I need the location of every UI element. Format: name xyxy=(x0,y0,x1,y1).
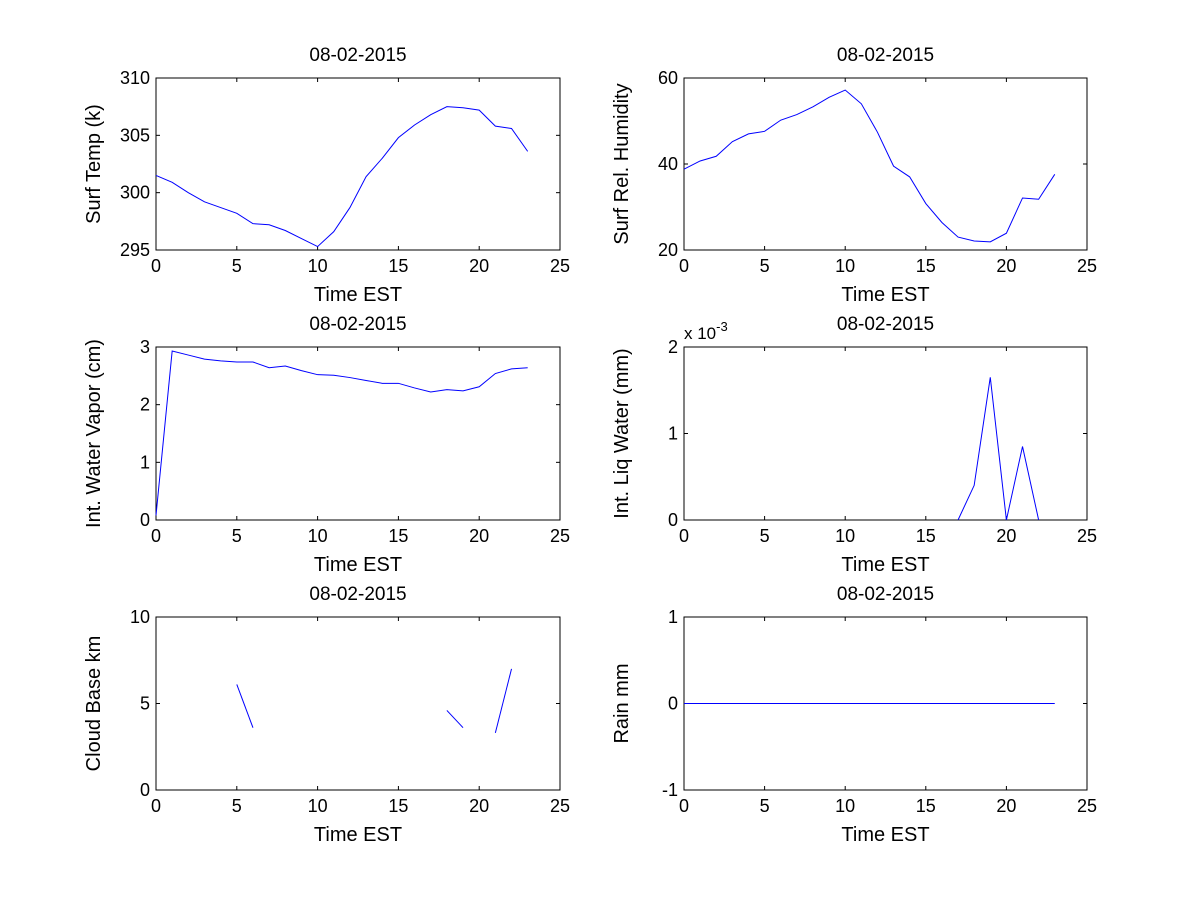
x-tick-label: 25 xyxy=(550,256,570,276)
plot-title: 08-02-2015 xyxy=(837,314,934,335)
y-tick-label: 305 xyxy=(120,125,150,145)
axes-frame xyxy=(683,346,1088,521)
y-axis-label: Surf Temp (k) xyxy=(83,104,105,224)
plot-title: 08-02-2015 xyxy=(309,584,406,605)
x-tick-label: 0 xyxy=(679,526,689,546)
subplot-3: 0 5 10 15 20 25 0 1 2 3 08-02-2015 Time EST Int. Wat… xyxy=(83,314,570,576)
x-tick-label: 5 xyxy=(232,526,242,546)
plot-title: 08-02-2015 xyxy=(837,45,934,66)
x-tick-label: 10 xyxy=(835,256,855,276)
x-tick-label: 10 xyxy=(308,256,328,276)
y-axis-label: Rain mm xyxy=(611,663,633,743)
plot-title: 08-02-2015 xyxy=(309,45,406,66)
subplot-4: 0 5 10 15 20 25 0 1 2 08-02-2015 Time EST Int. Liq … xyxy=(611,314,1097,576)
y-axis-label: Int. Liq Water (mm) xyxy=(611,348,633,518)
y-tick-label: -1 xyxy=(662,780,678,800)
data-line xyxy=(957,377,1040,521)
axes-frame xyxy=(155,616,561,791)
x-tick-label: 15 xyxy=(388,256,408,276)
axis-scale-factor: x 10-3 xyxy=(684,319,728,343)
data-line xyxy=(155,350,528,516)
x-tick-label: 5 xyxy=(232,256,242,276)
plot-title: 08-02-2015 xyxy=(837,584,934,605)
y-tick-label: 0 xyxy=(668,510,678,530)
x-tick-label: 25 xyxy=(1077,256,1097,276)
x-axis-label: Time EST xyxy=(314,554,402,576)
y-tick-label: 1 xyxy=(668,607,678,627)
x-tick-label: 0 xyxy=(679,256,689,276)
x-tick-label: 5 xyxy=(232,796,242,816)
plot-title: 08-02-2015 xyxy=(309,314,406,335)
subplot-1: 0 5 10 15 20 25 295 300 305 310 08-02-2015 Time EST… xyxy=(83,45,570,306)
y-axis-label: Surf Rel. Humidity xyxy=(611,83,633,244)
y-tick-label: 60 xyxy=(658,68,678,88)
x-tick-label: 0 xyxy=(151,526,161,546)
y-tick-label: 3 xyxy=(140,337,150,357)
y-tick-label: 5 xyxy=(140,694,150,714)
x-axis-label: Time EST xyxy=(314,284,402,306)
subplot-5: 0 5 10 15 20 25 0 5 10 08-02-2015 Time EST Cloud Ba… xyxy=(83,584,570,846)
y-tick-label: 300 xyxy=(120,183,150,203)
y-tick-label: 295 xyxy=(120,240,150,260)
x-tick-label: 0 xyxy=(151,796,161,816)
x-axis-label: Time EST xyxy=(314,824,402,846)
x-axis-label: Time EST xyxy=(841,824,929,846)
data-line-segment xyxy=(446,710,464,729)
x-tick-label: 0 xyxy=(151,256,161,276)
data-line xyxy=(683,89,1056,243)
y-tick-label: 2 xyxy=(668,337,678,357)
x-tick-label: 25 xyxy=(1077,526,1097,546)
x-tick-label: 20 xyxy=(469,796,489,816)
x-tick-label: 15 xyxy=(388,526,408,546)
y-tick-label: 0 xyxy=(140,780,150,800)
x-axis-label: Time EST xyxy=(841,284,929,306)
x-tick-label: 10 xyxy=(308,526,328,546)
x-tick-label: 0 xyxy=(679,796,689,816)
x-tick-label: 25 xyxy=(550,796,570,816)
x-tick-label: 5 xyxy=(760,526,770,546)
axes-frame xyxy=(683,77,1088,251)
y-axis-label: Cloud Base km xyxy=(83,636,105,772)
x-tick-label: 20 xyxy=(469,526,489,546)
x-tick-label: 15 xyxy=(916,256,936,276)
x-tick-label: 5 xyxy=(760,256,770,276)
axes-frame xyxy=(155,77,561,251)
y-axis-label: Int. Water Vapor (cm) xyxy=(83,339,105,528)
x-tick-label: 15 xyxy=(916,526,936,546)
axes-frame xyxy=(155,346,561,521)
y-tick-label: 2 xyxy=(140,395,150,415)
x-tick-label: 20 xyxy=(996,796,1016,816)
y-tick-label: 10 xyxy=(130,607,150,627)
x-tick-label: 15 xyxy=(388,796,408,816)
data-line-segment xyxy=(494,668,513,734)
y-tick-label: 310 xyxy=(120,68,150,88)
x-tick-label: 5 xyxy=(760,796,770,816)
x-tick-label: 10 xyxy=(835,796,855,816)
x-tick-label: 20 xyxy=(996,256,1016,276)
x-tick-label: 10 xyxy=(835,526,855,546)
data-line-segment xyxy=(236,684,254,728)
x-tick-label: 20 xyxy=(996,526,1016,546)
data-line xyxy=(155,106,529,248)
y-tick-label: 1 xyxy=(140,452,150,472)
subplot-2: 0 5 10 15 20 25 20 40 60 08-02-2015 Time EST Surf R… xyxy=(611,45,1097,306)
x-axis-label: Time EST xyxy=(841,554,929,576)
y-tick-label: 40 xyxy=(658,154,678,174)
x-tick-label: 15 xyxy=(916,796,936,816)
x-tick-label: 10 xyxy=(308,796,328,816)
x-tick-label: 25 xyxy=(1077,796,1097,816)
y-tick-label: 20 xyxy=(658,240,678,260)
x-tick-label: 20 xyxy=(469,256,489,276)
y-tick-label: 0 xyxy=(668,694,678,714)
x-tick-label: 25 xyxy=(550,526,570,546)
y-tick-label: 1 xyxy=(668,424,678,444)
y-tick-label: 0 xyxy=(140,510,150,530)
